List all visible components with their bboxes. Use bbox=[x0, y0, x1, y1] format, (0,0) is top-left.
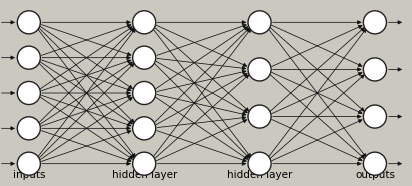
Ellipse shape bbox=[363, 58, 386, 81]
Ellipse shape bbox=[363, 152, 386, 175]
Ellipse shape bbox=[133, 11, 156, 34]
Text: hidden layer: hidden layer bbox=[227, 170, 292, 180]
Ellipse shape bbox=[17, 46, 40, 69]
Text: inputs: inputs bbox=[13, 170, 45, 180]
Text: hidden layer: hidden layer bbox=[112, 170, 177, 180]
Ellipse shape bbox=[363, 105, 386, 128]
Text: outputs: outputs bbox=[355, 170, 395, 180]
Ellipse shape bbox=[363, 11, 386, 34]
Ellipse shape bbox=[17, 11, 40, 34]
Ellipse shape bbox=[248, 11, 271, 34]
Ellipse shape bbox=[133, 152, 156, 175]
Ellipse shape bbox=[248, 58, 271, 81]
Ellipse shape bbox=[17, 117, 40, 140]
Ellipse shape bbox=[248, 152, 271, 175]
Ellipse shape bbox=[17, 152, 40, 175]
Ellipse shape bbox=[248, 105, 271, 128]
Ellipse shape bbox=[133, 81, 156, 105]
Ellipse shape bbox=[17, 81, 40, 105]
Ellipse shape bbox=[133, 117, 156, 140]
Ellipse shape bbox=[133, 46, 156, 69]
